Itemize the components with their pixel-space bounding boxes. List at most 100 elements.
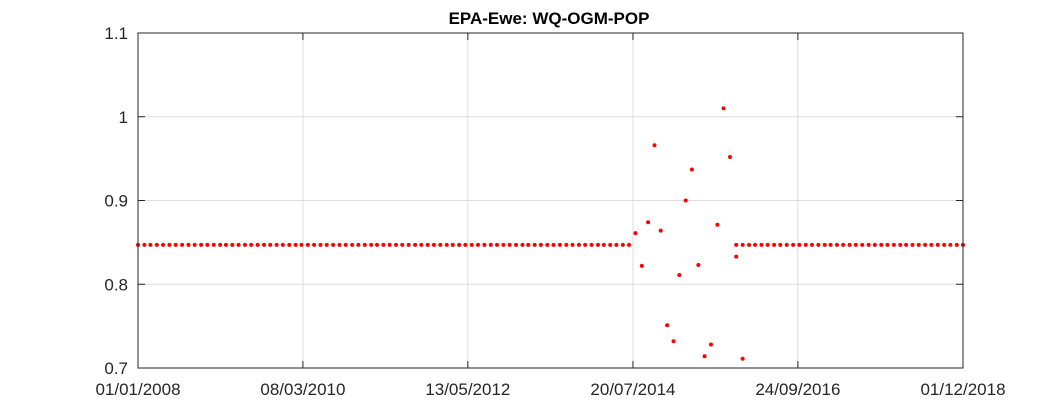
data-point [551,242,556,247]
data-point [154,242,159,247]
data-point [318,242,323,247]
data-point [847,242,852,247]
data-point [784,242,789,247]
data-point [211,242,216,247]
data-point [834,242,839,247]
data-point [557,242,562,247]
data-point [142,242,147,247]
data-point [935,242,940,247]
x-tick-label: 08/03/2010 [260,380,345,399]
data-point [601,242,606,247]
data-point [495,242,500,247]
data-point [381,242,386,247]
data-point [274,242,279,247]
data-point [545,242,550,247]
data-point [658,228,663,233]
data-point [898,242,903,247]
y-tick-labels: 0.7 0.8 0.9 1 1.1 [104,24,128,378]
y-tick-label: 0.8 [104,275,128,294]
data-point [671,339,676,344]
data-point [514,242,519,247]
data-point [828,242,833,247]
data-point [249,242,254,247]
data-point [627,242,632,247]
data-point [740,356,745,361]
data-point [469,242,474,247]
data-point [564,242,569,247]
data-point [186,242,191,247]
data-point [633,231,638,236]
data-point [161,242,166,247]
y-tick-label: 1 [119,108,128,127]
chart-title: EPA-Ewe: WQ-OGM-POP [449,9,650,28]
data-point [734,242,739,247]
data-point [904,242,909,247]
data-point [929,242,934,247]
y-tick-label: 0.7 [104,359,128,378]
data-point [293,242,298,247]
data-point [305,242,310,247]
x-tick-label: 01/12/2018 [920,380,1005,399]
data-point [639,263,644,268]
data-point [652,143,657,148]
data-points [136,106,965,361]
data-point [362,242,367,247]
data-point [299,242,304,247]
data-point [910,242,915,247]
data-point [721,106,726,111]
data-point [287,242,292,247]
data-point [822,242,827,247]
x-tick-labels: 01/01/2008 08/03/2010 13/05/2012 20/07/2014… [95,380,1005,399]
data-point [268,242,273,247]
data-point [646,220,651,225]
data-point [532,242,537,247]
data-point [173,242,178,247]
data-point [356,242,361,247]
data-point [475,242,480,247]
x-tick-label: 01/01/2008 [95,380,180,399]
data-point [772,242,777,247]
data-point [406,242,411,247]
data-point [218,242,223,247]
data-point [223,242,228,247]
data-point [809,242,814,247]
data-point [689,167,694,172]
data-point [948,242,953,247]
data-point [236,242,241,247]
data-point [369,242,374,247]
data-point [683,198,688,203]
data-point [482,242,487,247]
data-point [331,242,336,247]
data-point [866,242,871,247]
data-point [570,242,575,247]
data-point [740,242,745,247]
data-point [205,242,210,247]
data-point [942,242,947,247]
data-point [728,154,733,159]
data-point [853,242,858,247]
y-tick-label: 1.1 [104,24,128,43]
data-point [431,242,436,247]
data-point [425,242,430,247]
data-point [457,242,462,247]
data-point [747,242,752,247]
data-point [734,254,739,259]
data-point [538,242,543,247]
data-point [343,242,348,247]
data-point [954,242,959,247]
y-tick-label: 0.9 [104,192,128,211]
data-point [444,242,449,247]
data-point [526,242,531,247]
data-point [262,242,267,247]
data-point [708,342,713,347]
data-point [463,242,468,247]
data-point [374,242,379,247]
data-point [595,242,600,247]
data-point [916,242,921,247]
data-point [759,242,764,247]
data-point [255,242,260,247]
data-point [583,242,588,247]
data-point [387,242,392,247]
data-point [778,242,783,247]
